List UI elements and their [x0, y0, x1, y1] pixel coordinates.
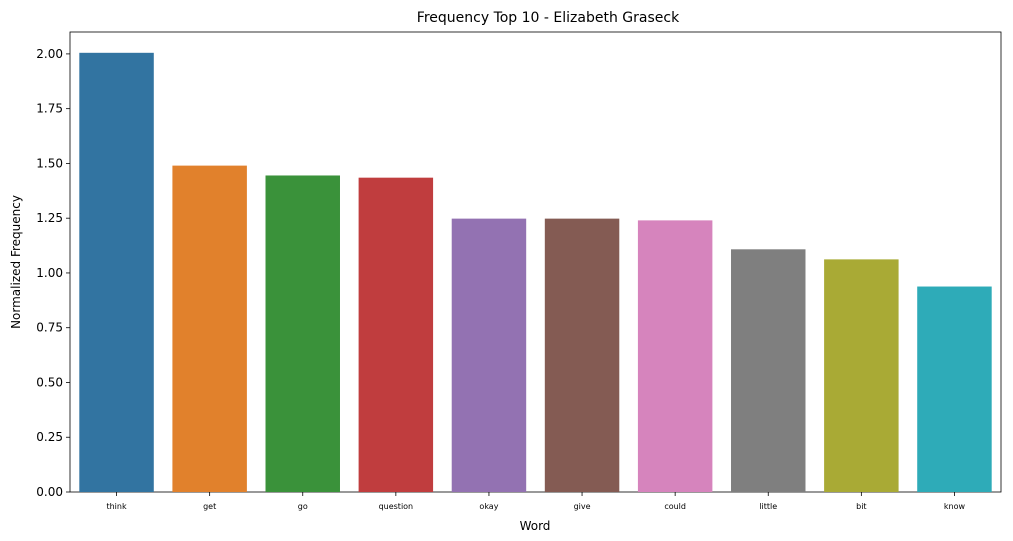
y-tick-label: 0.75 [36, 321, 63, 335]
bar-get [172, 165, 247, 492]
plot-area [69, 31, 1002, 493]
bar-know [917, 286, 992, 492]
x-tick-label-bit: bit [856, 502, 866, 511]
x-tick-label-okay: okay [479, 502, 498, 511]
bar-question [358, 177, 434, 493]
bar-think [79, 52, 154, 493]
x-axis: think get go question okay give could little bit… [106, 492, 965, 511]
x-tick-label-know: know [944, 502, 966, 511]
y-tick-label: 1.50 [36, 156, 63, 170]
y-tick-label: 0.25 [36, 430, 63, 444]
x-tick-label-get: get [203, 502, 216, 511]
y-axis-label: Normalized Frequency [9, 195, 23, 329]
y-tick-label: 1.00 [36, 266, 63, 280]
bar-give [544, 218, 620, 492]
x-tick-label-could: could [664, 502, 686, 511]
bar-could [637, 220, 713, 492]
x-tick-label-think: think [106, 502, 127, 511]
plot-frame [69, 31, 1002, 493]
bar-go [265, 175, 340, 493]
x-tick-label-give: give [574, 502, 591, 511]
bar-little [731, 249, 806, 492]
x-axis-label: Word [520, 519, 551, 533]
x-tick-label-little: little [759, 502, 777, 511]
y-tick-label: 1.25 [36, 211, 63, 225]
y-tick-label: 0.50 [36, 375, 63, 389]
y-axis: 0.00 0.25 0.50 0.75 1.00 1.25 1.50 1.75 2.00 [36, 47, 70, 499]
y-tick-label: 2.00 [36, 47, 63, 61]
x-tick-label-question: question [379, 502, 414, 511]
y-tick-label: 0.00 [36, 485, 63, 499]
x-tick-label-go: go [298, 502, 308, 511]
y-tick-label: 1.75 [36, 102, 63, 116]
bar-okay [451, 218, 527, 492]
bars-group [79, 52, 992, 493]
bar-bit [824, 259, 899, 492]
chart-title: Frequency Top 10 - Elizabeth Graseck [417, 10, 680, 26]
